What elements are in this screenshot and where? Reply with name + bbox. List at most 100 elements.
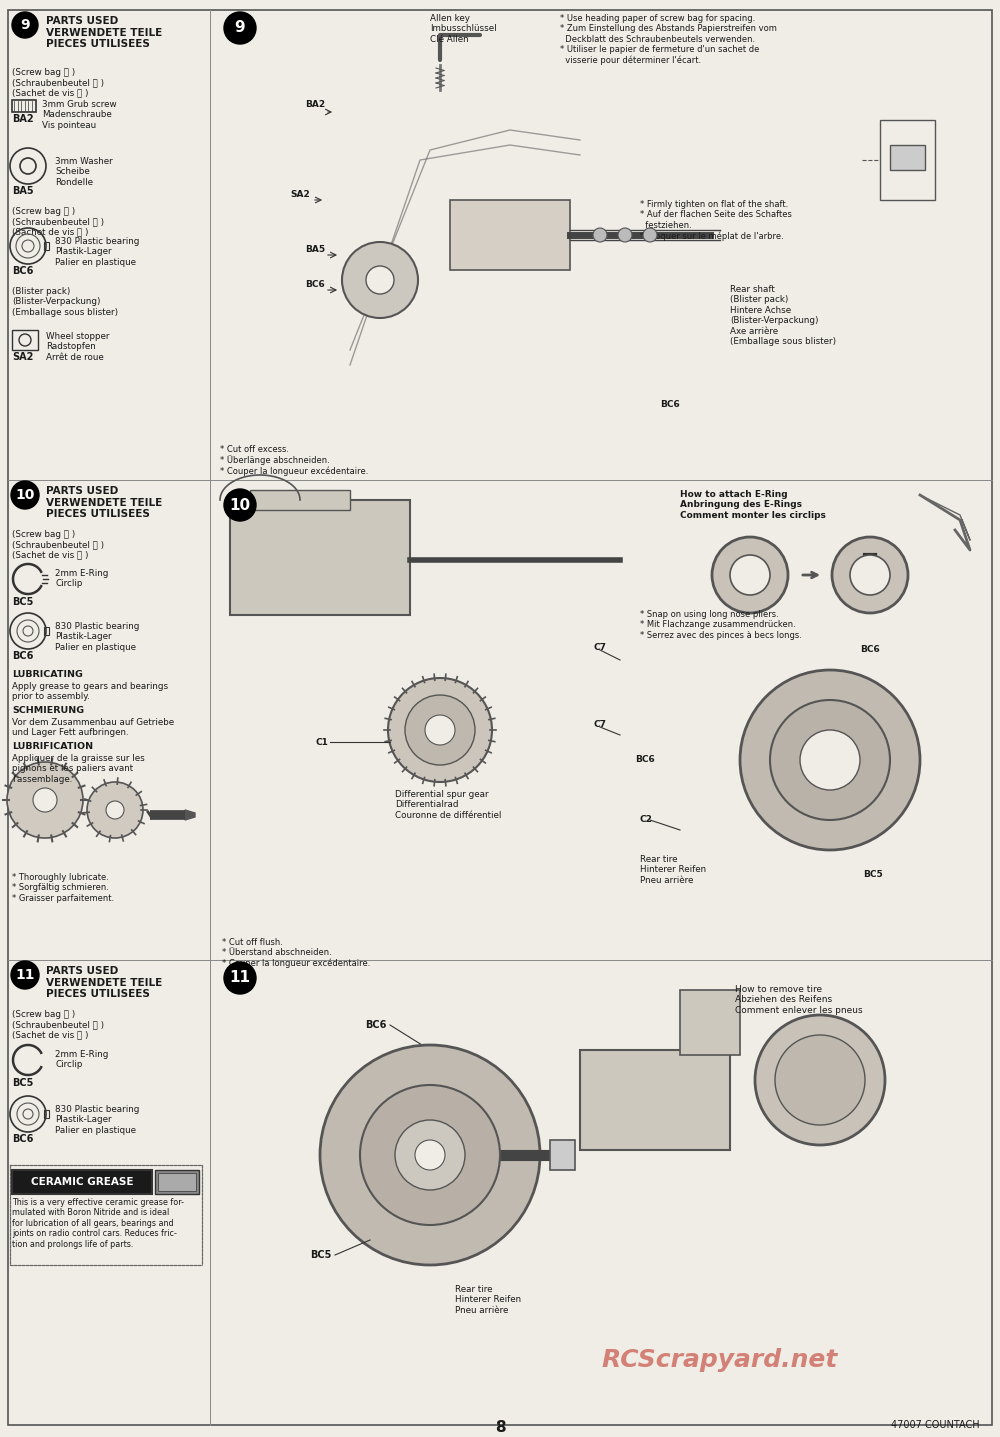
Circle shape	[12, 11, 38, 37]
Text: 10: 10	[15, 489, 35, 502]
Circle shape	[320, 1045, 540, 1265]
Text: 3mm Washer
Scheibe
Rondelle: 3mm Washer Scheibe Rondelle	[55, 157, 113, 187]
Text: SCHMIERUNG: SCHMIERUNG	[12, 706, 84, 716]
Text: (Screw bag Ⓒ )
(Schraubenbeutel Ⓒ )
(Sachet de vis Ⓒ ): (Screw bag Ⓒ ) (Schraubenbeutel Ⓒ ) (Sac…	[12, 530, 104, 560]
Text: PARTS USED
VERWENDETE TEILE
PIECES UTILISEES: PARTS USED VERWENDETE TEILE PIECES UTILI…	[46, 966, 162, 999]
Bar	[890, 145, 925, 170]
Circle shape	[224, 961, 256, 994]
Text: * Snap on using long nose pliers.
* Mit Flachzange zusammendrücken.
* Serrez ave: * Snap on using long nose pliers. * Mit …	[640, 609, 802, 639]
Text: BC6: BC6	[660, 399, 680, 410]
Text: BC5: BC5	[863, 869, 883, 879]
Circle shape	[770, 700, 890, 821]
Circle shape	[712, 537, 788, 614]
Text: RCScrapyard.net: RCScrapyard.net	[602, 1348, 838, 1372]
Text: BC6: BC6	[305, 280, 325, 289]
Circle shape	[388, 678, 492, 782]
Text: 11: 11	[15, 969, 35, 981]
Text: How to remove tire
Abziehen des Reifens
Comment enlever les pneus: How to remove tire Abziehen des Reifens …	[735, 984, 863, 1015]
Bar	[12, 101, 36, 112]
Text: PARTS USED
VERWENDETE TEILE
PIECES UTILISEES: PARTS USED VERWENDETE TEILE PIECES UTILI…	[46, 16, 162, 49]
Text: * Cut off excess.
* Überlänge abschneiden.
* Couper la longueur excédentaire.: * Cut off excess. * Überlänge abschneide…	[220, 445, 368, 477]
Text: 9: 9	[20, 19, 30, 32]
Text: BA2: BA2	[12, 114, 34, 124]
Text: CERAMIC GREASE: CERAMIC GREASE	[31, 1177, 133, 1187]
Bar	[580, 1050, 730, 1150]
Text: BC6: BC6	[12, 1134, 33, 1144]
Text: BC5: BC5	[12, 1078, 33, 1088]
Text: Appliquer de la graisse sur les
pignons et les paliers avant
l'assemblage.: Appliquer de la graisse sur les pignons …	[12, 754, 145, 783]
Text: Rear tire
Hinterer Reifen
Pneu arrière: Rear tire Hinterer Reifen Pneu arrière	[455, 1285, 521, 1315]
Text: C2: C2	[640, 815, 653, 823]
Circle shape	[618, 228, 632, 241]
Text: (Blister pack)
(Blister-Verpackung)
(Emballage sous blister): (Blister pack) (Blister-Verpackung) (Emb…	[12, 287, 118, 316]
Bar	[880, 121, 935, 200]
Circle shape	[832, 537, 908, 614]
Circle shape	[740, 670, 920, 851]
Bar	[158, 1173, 196, 1191]
Circle shape	[366, 266, 394, 295]
Circle shape	[775, 1035, 865, 1125]
Circle shape	[730, 555, 770, 595]
Text: Differential spur gear
Differentialrad
Couronne de différentiel: Differential spur gear Differentialrad C…	[395, 790, 501, 819]
Circle shape	[87, 782, 143, 838]
Bar	[12, 1170, 152, 1194]
Text: BC6: BC6	[12, 266, 33, 276]
Text: BA5: BA5	[305, 244, 325, 254]
Circle shape	[224, 489, 256, 522]
Text: 3mm Grub screw
Madenschraube
Vis pointeau: 3mm Grub screw Madenschraube Vis pointea…	[42, 101, 117, 129]
Text: 830 Plastic bearing
Plastik-Lager
Palier en plastique: 830 Plastic bearing Plastik-Lager Palier…	[55, 1105, 139, 1135]
Circle shape	[800, 730, 860, 790]
Circle shape	[643, 228, 657, 241]
Circle shape	[7, 762, 83, 838]
Text: BC5: BC5	[310, 1250, 331, 1260]
Bar	[450, 200, 570, 270]
Bar	[12, 331, 38, 351]
Polygon shape	[185, 810, 195, 821]
Text: Vor dem Zusammenbau auf Getriebe
und Lager Fett aufbringen.: Vor dem Zusammenbau auf Getriebe und Lag…	[12, 718, 174, 737]
Text: SA2: SA2	[12, 352, 33, 362]
Bar	[680, 990, 740, 1055]
Text: (Screw bag Ⓒ )
(Schraubenbeutel Ⓒ )
(Sachet de vis Ⓒ ): (Screw bag Ⓒ ) (Schraubenbeutel Ⓒ ) (Sac…	[12, 1010, 104, 1040]
Text: 8: 8	[495, 1420, 505, 1436]
Text: * Cut off flush.
* Überstand abschneiden.
* Couper la longueur excédentaire.: * Cut off flush. * Überstand abschneiden…	[222, 938, 370, 969]
Bar	[44, 627, 49, 635]
Text: Wheel stopper
Radstopfen
Arrêt de roue: Wheel stopper Radstopfen Arrêt de roue	[46, 332, 110, 362]
Text: (Screw bag Ⓒ )
(Schraubenbeutel Ⓒ )
(Sachet de vis Ⓒ ): (Screw bag Ⓒ ) (Schraubenbeutel Ⓒ ) (Sac…	[12, 207, 104, 237]
Circle shape	[415, 1140, 445, 1170]
Text: Apply grease to gears and bearings
prior to assembly.: Apply grease to gears and bearings prior…	[12, 683, 168, 701]
Text: BA5: BA5	[12, 185, 34, 195]
Bar	[10, 1165, 202, 1265]
Bar	[155, 1170, 199, 1194]
Text: 830 Plastic bearing
Plastik-Lager
Palier en plastique: 830 Plastic bearing Plastik-Lager Palier…	[55, 622, 139, 652]
Text: BC6: BC6	[860, 645, 880, 654]
Bar	[230, 500, 410, 615]
Text: 2mm E-Ring
Circlip: 2mm E-Ring Circlip	[55, 569, 108, 588]
Text: * Use heading paper of screw bag for spacing.
* Zum Einstellung des Abstands Pap: * Use heading paper of screw bag for spa…	[560, 14, 777, 65]
Circle shape	[425, 716, 455, 744]
Bar	[550, 1140, 575, 1170]
Text: Allen key
Imbusschlüssel
Clé Allen: Allen key Imbusschlüssel Clé Allen	[430, 14, 497, 43]
Circle shape	[395, 1119, 465, 1190]
Text: PARTS USED
VERWENDETE TEILE
PIECES UTILISEES: PARTS USED VERWENDETE TEILE PIECES UTILI…	[46, 486, 162, 519]
Circle shape	[224, 11, 256, 45]
Text: How to attach E-Ring
Anbringung des E-Rings
Comment monter les circlips: How to attach E-Ring Anbringung des E-Ri…	[680, 490, 826, 520]
Circle shape	[11, 481, 39, 509]
Text: 11: 11	[230, 970, 250, 986]
Circle shape	[33, 787, 57, 812]
Text: 47007 COUNTACH: 47007 COUNTACH	[891, 1420, 980, 1430]
Text: 2mm E-Ring
Circlip: 2mm E-Ring Circlip	[55, 1050, 108, 1069]
Text: C7: C7	[593, 720, 606, 729]
Text: BA2: BA2	[305, 101, 325, 109]
Bar	[44, 1109, 49, 1118]
Text: This is a very effective ceramic grease for-
mulated with Boron Nitride and is i: This is a very effective ceramic grease …	[12, 1198, 184, 1249]
Circle shape	[106, 800, 124, 819]
Text: LUBRIFICATION: LUBRIFICATION	[12, 741, 93, 752]
Circle shape	[11, 961, 39, 989]
Circle shape	[360, 1085, 500, 1224]
Text: C1: C1	[315, 739, 328, 747]
Text: 830 Plastic bearing
Plastik-Lager
Palier en plastique: 830 Plastic bearing Plastik-Lager Palier…	[55, 237, 139, 267]
Text: SA2: SA2	[290, 190, 310, 198]
Text: Rear shaft
(Blister pack)
Hintere Achse
(Blister-Verpackung)
Axe arrière
(Emball: Rear shaft (Blister pack) Hintere Achse …	[730, 285, 836, 346]
Text: C7: C7	[593, 642, 606, 652]
Bar	[250, 490, 350, 510]
